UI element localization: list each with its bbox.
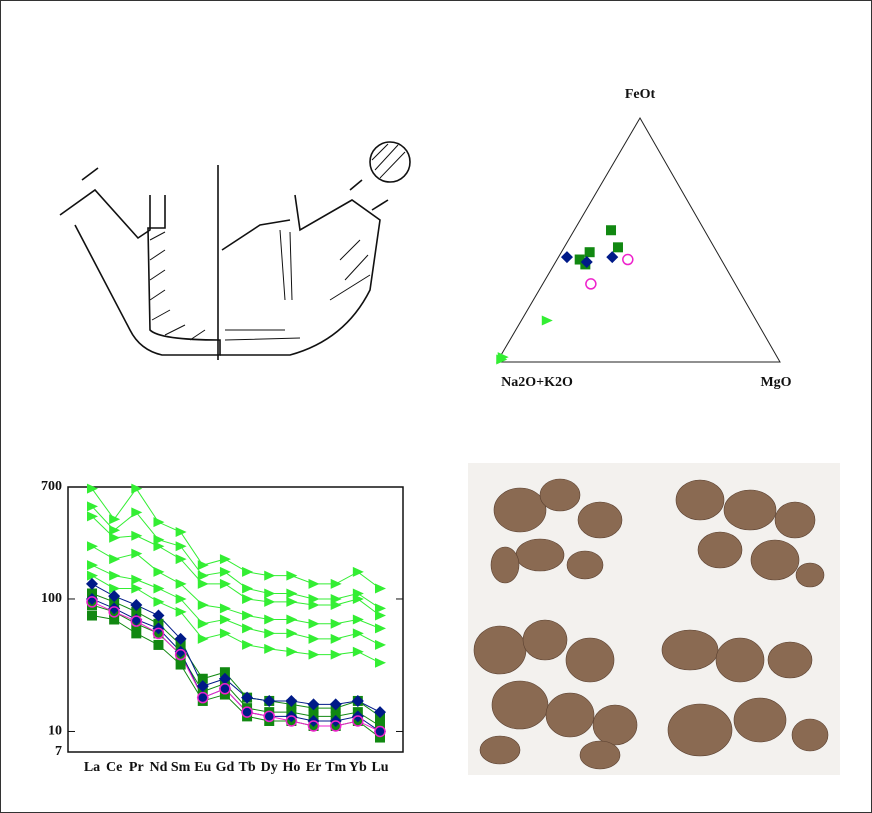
marker <box>153 640 163 650</box>
y-tick-label: 700 <box>41 479 62 494</box>
x-tick-label: Er <box>306 760 322 775</box>
x-tick-label: Sm <box>171 760 191 775</box>
marker <box>87 611 97 621</box>
x-tick-label: Lu <box>371 760 388 775</box>
y-tick-label: 100 <box>41 591 62 606</box>
marker <box>585 247 595 257</box>
apex-label: MgO <box>760 375 791 390</box>
marker <box>176 660 186 670</box>
x-tick-label: La <box>84 760 100 775</box>
marker <box>131 628 141 638</box>
apex-label: Na2O+K2O <box>501 375 573 390</box>
figure: FeOt Na2O+K2O MgO 7 10 100 700 La Ce Pr NdSmEu G… <box>0 0 872 813</box>
sherds-photo <box>468 463 840 775</box>
marker <box>613 242 623 252</box>
y-tick-label: 10 <box>48 724 62 739</box>
x-tick-label: Dy <box>261 760 278 775</box>
x-tick-label: Gd <box>216 760 235 775</box>
x-tick-label: Tb <box>239 760 256 775</box>
x-tick-label: Nd <box>150 760 168 775</box>
apex-label: FeOt <box>625 87 656 102</box>
x-tick-label: Ho <box>282 760 300 775</box>
x-tick-label: Pr <box>129 760 144 775</box>
x-tick-label: Tm <box>325 760 346 775</box>
marker <box>606 225 616 235</box>
x-tick-label: Ce <box>106 760 122 775</box>
x-tick-label: Yb <box>349 760 367 775</box>
y-tick-label: 7 <box>55 744 62 759</box>
x-tick-label: Eu <box>194 760 211 775</box>
